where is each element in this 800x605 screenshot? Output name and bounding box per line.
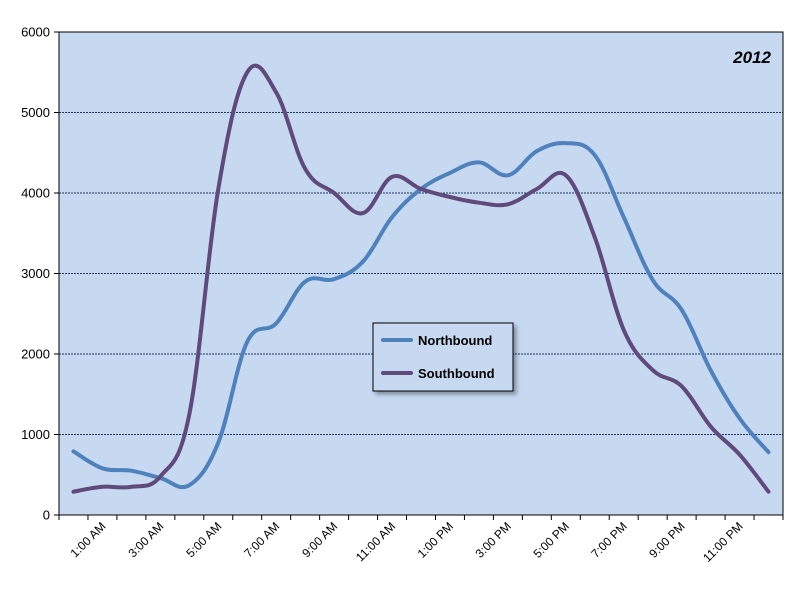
x-tick-label: 11:00 PM (700, 519, 746, 565)
x-tick-label: 3:00 AM (125, 519, 166, 560)
legend-label-southbound: Southbound (418, 366, 495, 381)
y-tick-label: 0 (43, 508, 50, 523)
legend-box (372, 322, 514, 392)
y-axis: 0 1000 2000 3000 4000 5000 6000 (21, 25, 59, 523)
x-tick-label: 11:00 AM (353, 519, 398, 564)
year-annotation: 2012 (732, 48, 771, 67)
series-line-southbound (71, 63, 771, 494)
x-tick-label: 9:00 PM (646, 519, 688, 561)
x-tick-label: 3:00 PM (472, 519, 514, 561)
x-tick-label: 1:00 AM (68, 519, 109, 560)
legend: Northbound Southbound (372, 322, 514, 392)
y-tick-label: 2000 (21, 347, 50, 362)
x-tick-label: 5:00 PM (530, 519, 572, 561)
y-tick-label: 4000 (21, 186, 50, 201)
x-tick-label: 7:00 AM (241, 519, 282, 560)
y-tick-label: 5000 (21, 105, 50, 120)
x-tick-label: 7:00 PM (588, 519, 630, 561)
y-tick-label: 1000 (21, 427, 50, 442)
x-tick-label: 5:00 AM (183, 519, 224, 560)
x-axis: 1:00 AM 3:00 AM 5:00 AM 7:00 AM 9:00 AM 11:00… (58, 515, 784, 565)
y-tick-label: 3000 (21, 266, 50, 281)
x-tick-label: 9:00 AM (299, 519, 340, 560)
y-tick-label: 6000 (21, 25, 50, 40)
legend-label-northbound: Northbound (418, 333, 492, 348)
series-lines (71, 63, 771, 494)
x-tick-label: 1:00 PM (415, 519, 457, 561)
